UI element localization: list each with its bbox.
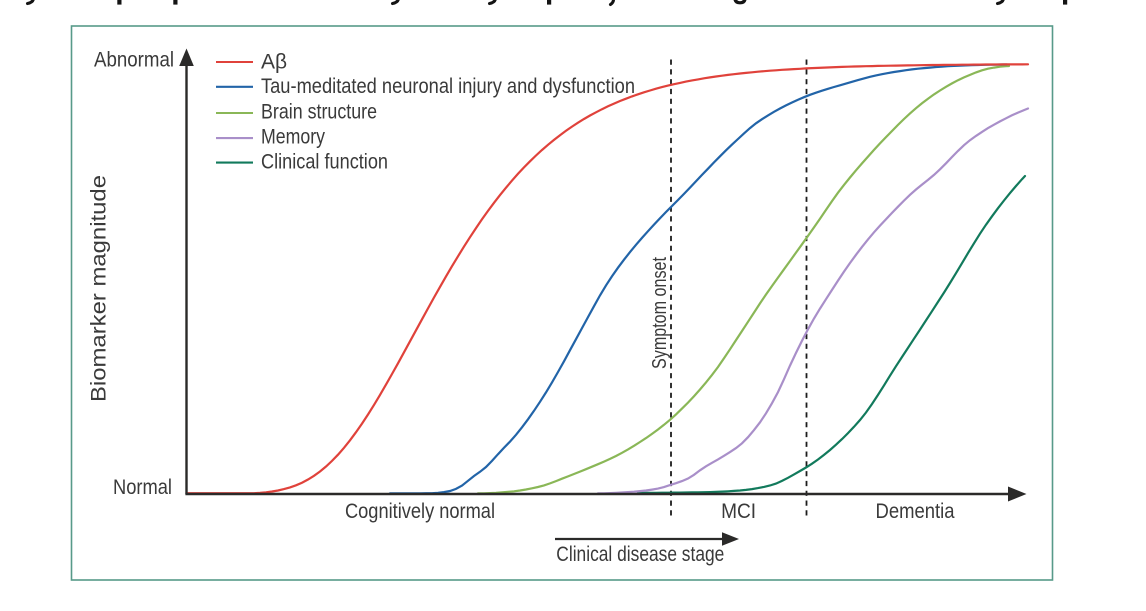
svg-text:Clinical function: Clinical function: [261, 151, 388, 174]
svg-text:Memory: Memory: [261, 125, 325, 148]
svg-text:Cognitively normal: Cognitively normal: [345, 500, 495, 523]
svg-text:Clinical disease stage: Clinical disease stage: [556, 543, 724, 566]
svg-text:Aβ: Aβ: [261, 50, 287, 73]
svg-text:Biomarker magnitude: Biomarker magnitude: [88, 175, 111, 402]
svg-text:Symptom onset: Symptom onset: [649, 257, 671, 369]
svg-text:Abnormal: Abnormal: [94, 49, 174, 72]
svg-text:Brain structure: Brain structure: [261, 101, 377, 124]
svg-text:Normal: Normal: [113, 476, 172, 499]
svg-text:Dementia: Dementia: [876, 500, 955, 523]
svg-text:MCI: MCI: [721, 500, 756, 523]
svg-text:Tau-meditated neuronal injury: Tau-meditated neuronal injury and dysfun…: [261, 75, 635, 98]
